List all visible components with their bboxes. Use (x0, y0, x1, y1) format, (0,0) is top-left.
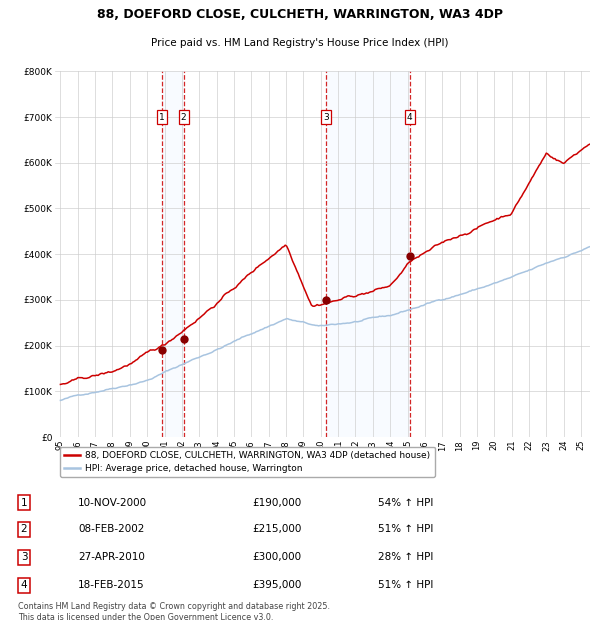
Text: 2: 2 (181, 112, 187, 122)
Text: £395,000: £395,000 (252, 580, 301, 590)
Text: Price paid vs. HM Land Registry's House Price Index (HPI): Price paid vs. HM Land Registry's House … (151, 38, 449, 48)
Text: 28% ↑ HPI: 28% ↑ HPI (378, 552, 433, 562)
Text: 4: 4 (20, 580, 28, 590)
Text: £215,000: £215,000 (252, 525, 301, 534)
Text: 10-NOV-2000: 10-NOV-2000 (78, 498, 147, 508)
Text: 51% ↑ HPI: 51% ↑ HPI (378, 580, 433, 590)
Text: 3: 3 (323, 112, 329, 122)
Text: 4: 4 (407, 112, 413, 122)
Text: 1: 1 (20, 498, 28, 508)
Text: 2: 2 (20, 525, 28, 534)
Text: 18-FEB-2015: 18-FEB-2015 (78, 580, 145, 590)
Text: £300,000: £300,000 (252, 552, 301, 562)
Text: Contains HM Land Registry data © Crown copyright and database right 2025.
This d: Contains HM Land Registry data © Crown c… (18, 601, 330, 620)
Text: 1: 1 (159, 112, 165, 122)
Text: 08-FEB-2002: 08-FEB-2002 (78, 525, 145, 534)
Text: 54% ↑ HPI: 54% ↑ HPI (378, 498, 433, 508)
Text: 88, DOEFORD CLOSE, CULCHETH, WARRINGTON, WA3 4DP: 88, DOEFORD CLOSE, CULCHETH, WARRINGTON,… (97, 8, 503, 21)
Bar (326, 71, 410, 437)
Text: 51% ↑ HPI: 51% ↑ HPI (378, 525, 433, 534)
Bar (162, 71, 184, 437)
Text: £190,000: £190,000 (252, 498, 301, 508)
Legend: 88, DOEFORD CLOSE, CULCHETH, WARRINGTON, WA3 4DP (detached house), HPI: Average : 88, DOEFORD CLOSE, CULCHETH, WARRINGTON,… (60, 446, 434, 477)
Text: 27-APR-2010: 27-APR-2010 (78, 552, 145, 562)
Text: 3: 3 (20, 552, 28, 562)
